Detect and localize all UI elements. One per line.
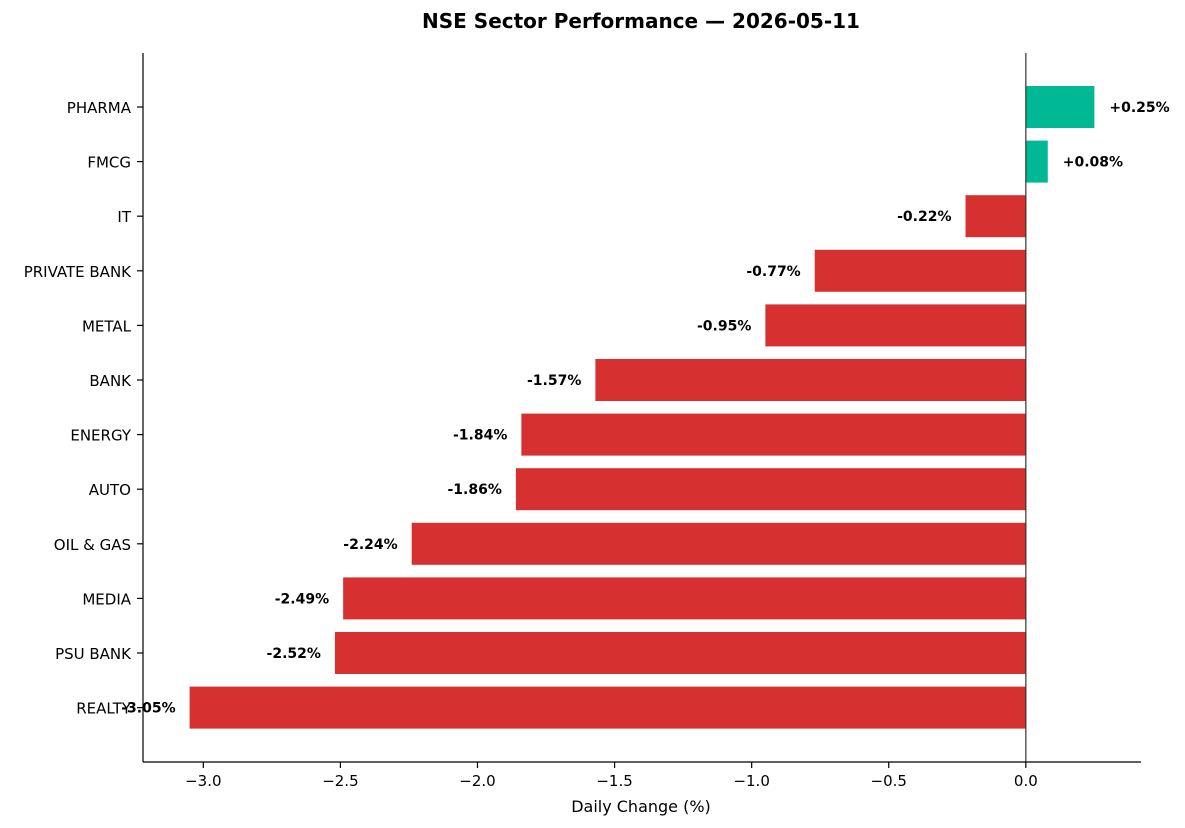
bar-energy	[521, 413, 1026, 456]
bar-bank	[595, 359, 1026, 401]
x-tick-label-6: 0.0	[1014, 772, 1038, 790]
x-tick-label-2: −2.0	[459, 772, 495, 790]
x-tick-label-4: −1.0	[733, 772, 769, 790]
data-label-energy: -1.84%	[453, 428, 507, 444]
y-tick-label-private-bank: PRIVATE BANK	[24, 263, 132, 281]
bar-media	[343, 577, 1026, 620]
x-axis-label: Daily Change (%)	[571, 797, 711, 816]
y-axis: PHARMA FMCG IT PRIVATE BANK METAL BANK ENERGY A…	[24, 99, 143, 718]
bar-pharma	[1025, 86, 1095, 128]
data-label-auto: -1.86%	[447, 482, 501, 498]
x-tick-label-1: −2.5	[322, 772, 358, 790]
y-tick-label-auto: AUTO	[89, 481, 131, 499]
y-tick-label-it: IT	[117, 208, 131, 226]
data-label-realty: -3.05%	[121, 701, 175, 717]
bars-group	[189, 86, 1095, 729]
bar-private-bank	[814, 249, 1026, 292]
bar-it	[965, 195, 1026, 238]
x-tick-label-0: −3.0	[185, 772, 221, 790]
bar-psu-bank	[334, 632, 1026, 674]
x-tick-label-3: −1.5	[596, 772, 632, 790]
data-label-it: -0.22%	[897, 209, 951, 225]
y-tick-label-realty: REALTY	[76, 700, 132, 718]
y-tick-label-oil-gas: OIL & GAS	[54, 536, 131, 554]
x-axis: −3.0 −2.5 −2.0 −1.5 −1.0 −0.5 0.0	[185, 762, 1038, 790]
chart-title: NSE Sector Performance — 2026-05-11	[422, 9, 860, 33]
y-tick-label-energy: ENERGY	[70, 427, 131, 445]
data-label-media: -2.49%	[275, 591, 329, 607]
bar-fmcg	[1025, 140, 1048, 183]
y-tick-label-fmcg: FMCG	[87, 154, 131, 172]
data-label-bank: -1.57%	[527, 373, 581, 389]
bar-realty	[189, 686, 1026, 729]
bar-metal	[765, 304, 1026, 347]
y-tick-label-pharma: PHARMA	[67, 99, 132, 117]
y-tick-label-psu-bank: PSU BANK	[55, 645, 132, 663]
data-label-pharma: +0.25%	[1109, 100, 1169, 116]
data-label-private-bank: -0.77%	[746, 264, 800, 280]
data-label-psu-bank: -2.52%	[267, 646, 321, 662]
data-label-oil-gas: -2.24%	[343, 537, 397, 553]
data-label-metal: -0.95%	[697, 318, 751, 334]
y-tick-label-media: MEDIA	[82, 590, 131, 608]
bar-auto	[515, 468, 1026, 511]
y-tick-label-bank: BANK	[89, 372, 132, 390]
bar-oil-gas	[411, 522, 1026, 565]
x-tick-label-5: −0.5	[871, 772, 907, 790]
data-labels-group: +0.25% +0.08% -0.22% -0.77% -0.95% -1.57% -1.8…	[121, 100, 1169, 717]
data-label-fmcg: +0.08%	[1063, 155, 1123, 171]
y-tick-label-metal: METAL	[82, 317, 132, 335]
